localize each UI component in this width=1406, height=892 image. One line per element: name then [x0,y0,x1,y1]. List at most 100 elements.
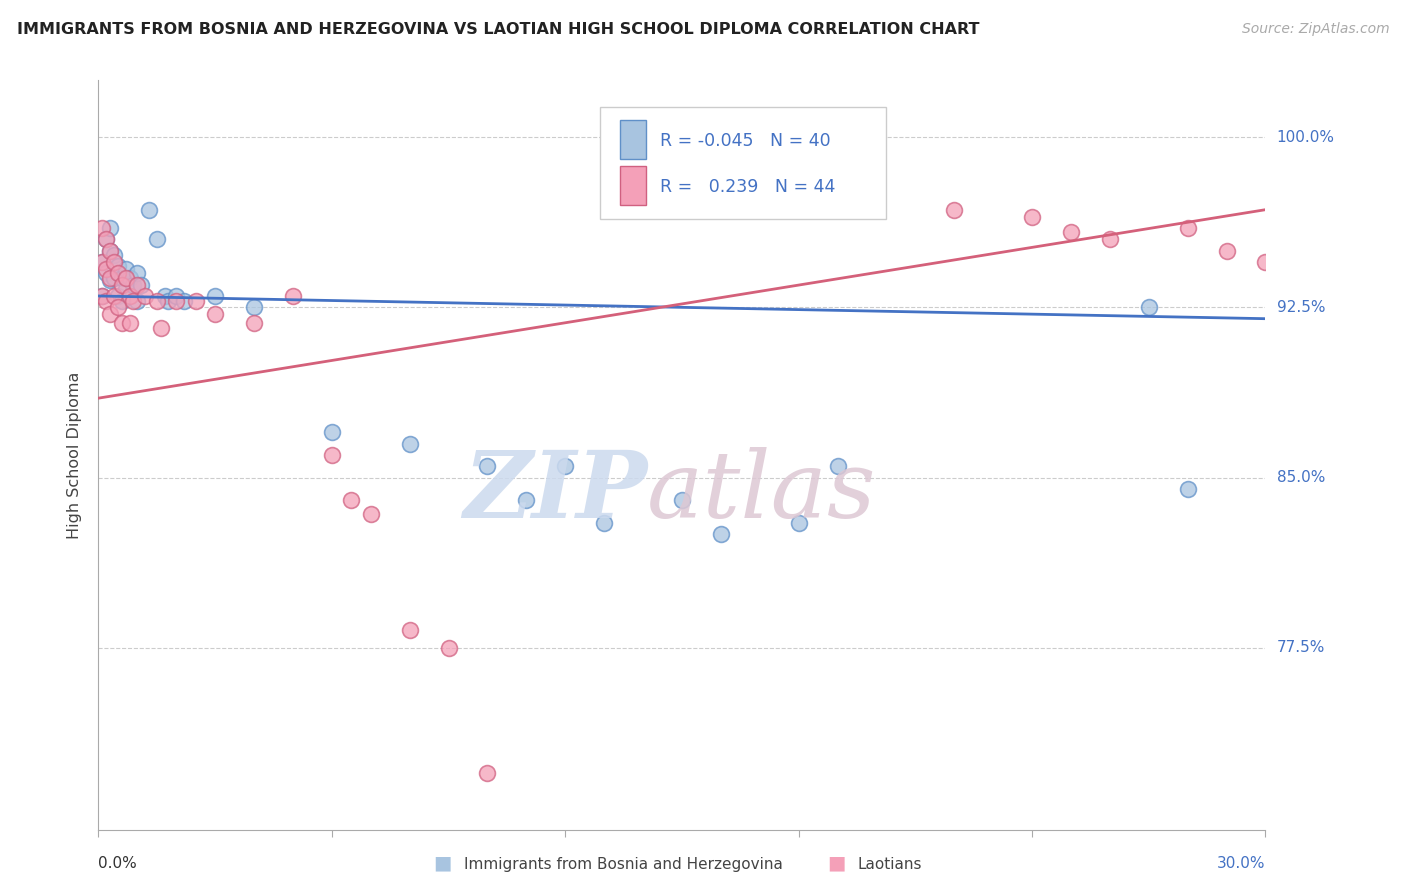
Point [787,516,810,530]
Point [1215,244,1237,258]
Point [153,289,176,303]
Point [98,244,121,258]
Point [114,270,136,285]
Point [515,493,537,508]
Point [340,493,363,508]
Point [96,232,118,246]
Point [107,289,129,303]
Point [111,277,134,292]
Point [118,316,141,330]
FancyBboxPatch shape [600,106,886,219]
Point [127,266,149,280]
Text: R = -0.045   N = 40: R = -0.045 N = 40 [659,132,831,150]
Point [98,220,121,235]
Point [127,277,149,292]
Text: ■: ■ [433,854,453,872]
Point [122,293,145,308]
FancyBboxPatch shape [620,120,645,159]
Text: Laotians: Laotians [858,857,922,872]
Point [437,640,460,655]
Point [157,293,180,308]
Point [165,293,187,308]
Point [671,493,693,508]
Point [593,516,616,530]
Point [204,307,226,321]
Point [477,765,499,780]
Y-axis label: High School Diploma: High School Diploma [67,371,83,539]
Point [114,282,136,296]
Point [398,436,420,450]
Point [129,277,152,292]
Point [103,248,125,262]
Point [96,293,118,308]
Point [98,307,121,321]
Point [138,202,160,217]
Point [146,232,169,246]
Point [865,186,887,201]
Point [111,316,134,330]
Point [1098,232,1121,246]
Point [710,527,733,541]
Point [1137,301,1160,315]
Point [146,293,169,308]
Point [103,289,125,303]
Point [1177,220,1199,235]
Text: Immigrants from Bosnia and Herzegovina: Immigrants from Bosnia and Herzegovina [464,857,783,872]
Point [1254,255,1277,269]
Point [204,289,226,303]
Point [107,266,129,280]
FancyBboxPatch shape [620,167,645,205]
Point [91,289,114,303]
Point [107,260,129,274]
Point [1021,210,1043,224]
Point [111,270,134,285]
Point [554,459,576,474]
Point [91,255,114,269]
Point [943,202,966,217]
Point [103,270,125,285]
Point [91,289,114,303]
Point [114,261,136,276]
Point [827,459,849,474]
Point [103,255,125,269]
Text: 30.0%: 30.0% [1218,856,1265,871]
Point [710,141,733,155]
Point [321,448,343,462]
Point [1060,226,1083,240]
Point [281,289,304,303]
Point [96,266,118,280]
Point [173,293,195,308]
Text: 77.5%: 77.5% [1277,640,1324,656]
Point [91,255,114,269]
Point [398,623,420,637]
Text: ZIP: ZIP [463,448,647,537]
Point [134,289,156,303]
Point [91,220,114,235]
Point [1177,482,1199,496]
Text: 92.5%: 92.5% [1277,300,1324,315]
Point [96,261,118,276]
Point [165,289,187,303]
Point [149,320,172,334]
Point [118,289,141,303]
Text: ■: ■ [827,854,846,872]
Text: Source: ZipAtlas.com: Source: ZipAtlas.com [1241,22,1389,37]
Point [96,232,118,246]
Point [243,316,266,330]
Point [122,277,145,292]
Point [360,507,382,521]
Point [98,273,121,287]
Point [98,244,121,258]
Point [127,293,149,308]
Point [671,136,693,151]
Text: 85.0%: 85.0% [1277,470,1324,485]
Point [184,293,207,308]
Point [107,301,129,315]
Text: atlas: atlas [647,448,876,537]
Text: IMMIGRANTS FROM BOSNIA AND HERZEGOVINA VS LAOTIAN HIGH SCHOOL DIPLOMA CORRELATIO: IMMIGRANTS FROM BOSNIA AND HERZEGOVINA V… [17,22,980,37]
Point [321,425,343,440]
Text: R =   0.239   N = 44: R = 0.239 N = 44 [659,178,835,196]
Point [477,459,499,474]
Text: 0.0%: 0.0% [98,856,138,871]
Point [118,270,141,285]
